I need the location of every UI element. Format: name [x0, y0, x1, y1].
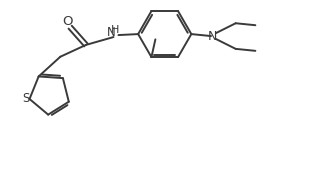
- Text: N: N: [207, 30, 217, 43]
- Text: O: O: [62, 15, 72, 28]
- Text: S: S: [22, 92, 29, 105]
- Text: N: N: [107, 26, 116, 39]
- Text: H: H: [111, 25, 120, 35]
